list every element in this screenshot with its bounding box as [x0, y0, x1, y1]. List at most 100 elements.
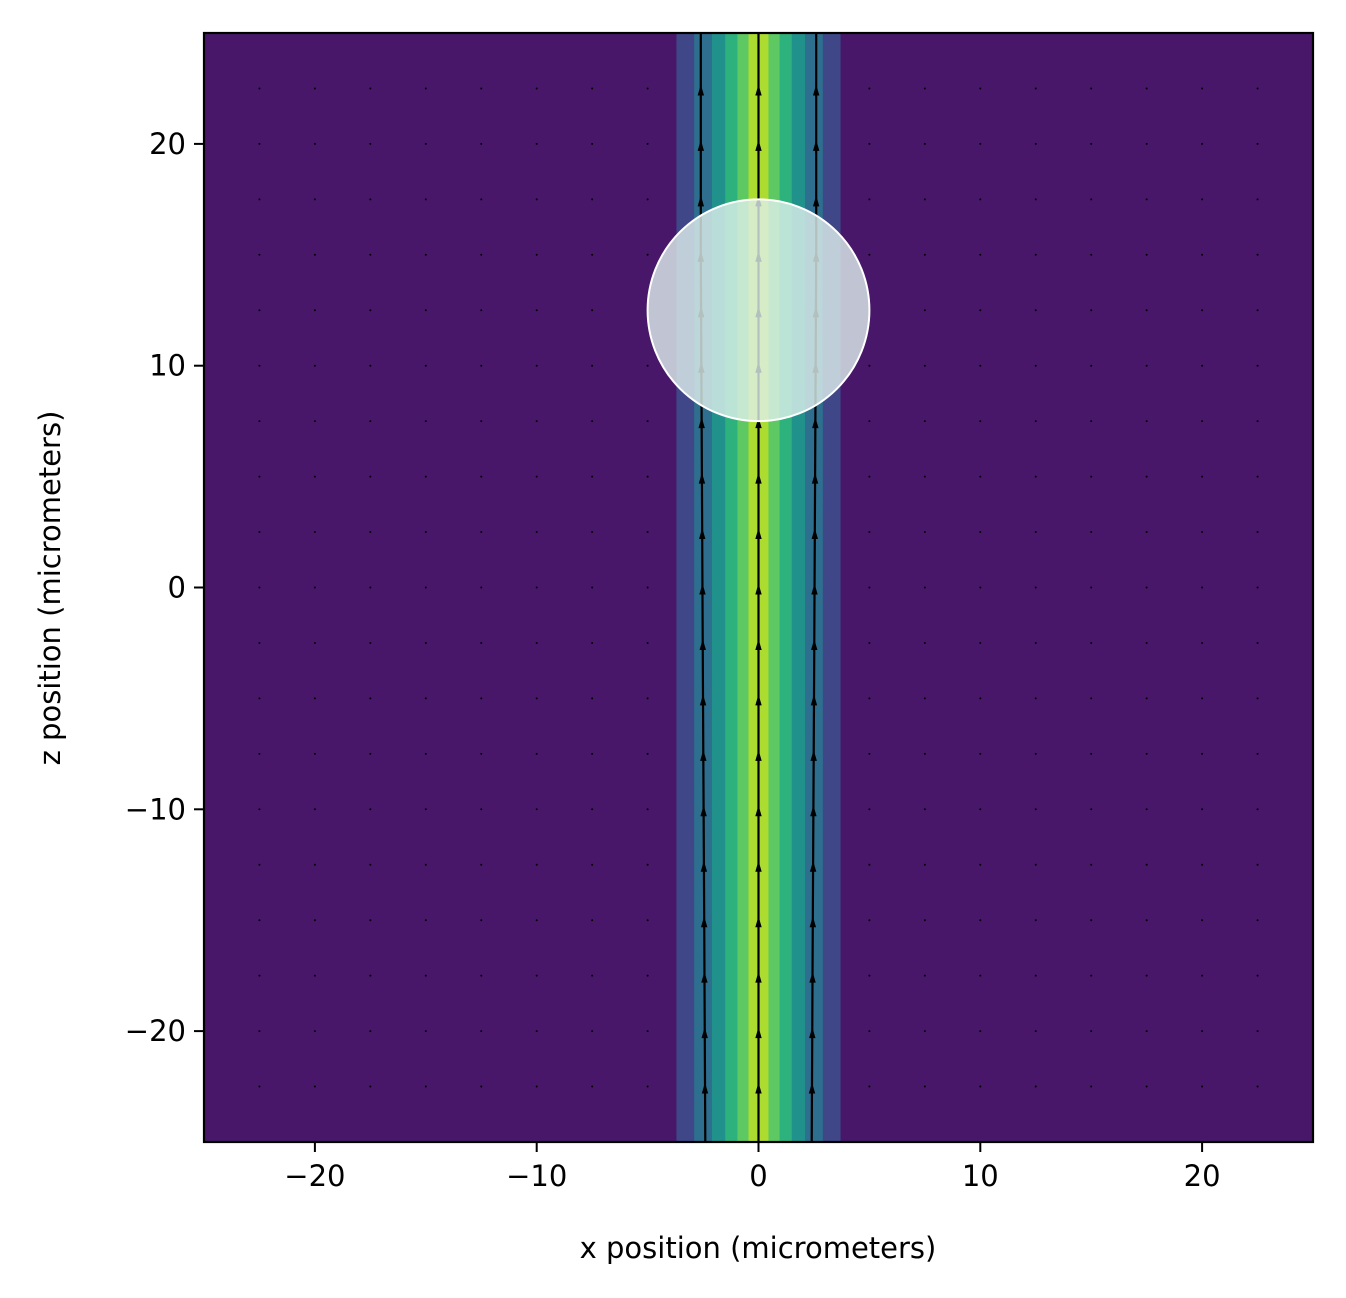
quiver-arrow	[1090, 420, 1093, 423]
quiver-arrow	[1201, 253, 1204, 256]
quiver-arrow	[1256, 253, 1259, 256]
quiver-arrow	[258, 87, 261, 90]
quiver-arrow	[313, 309, 316, 312]
quiver-arrow	[1034, 863, 1037, 866]
quiver-arrow	[1034, 420, 1037, 423]
quiver-arrow	[535, 641, 538, 644]
quiver-arrow	[1034, 586, 1037, 589]
quiver-arrow	[868, 974, 871, 977]
quiver-arrow	[979, 752, 982, 755]
quiver-arrow	[923, 752, 926, 755]
quiver-arrow	[1145, 863, 1148, 866]
quiver-arrow	[923, 309, 926, 312]
quiver-arrow	[1145, 1030, 1148, 1033]
x-tick-label: 10	[962, 1159, 999, 1193]
quiver-arrow	[313, 531, 316, 534]
y-tick-label: 10	[149, 349, 186, 383]
quiver-arrow	[923, 1085, 926, 1088]
quiver-arrow	[258, 198, 261, 201]
streamline-arrow	[701, 1082, 709, 1094]
streamline-arrow	[699, 528, 706, 540]
quiver-arrow	[1145, 1085, 1148, 1088]
quiver-arrow	[313, 198, 316, 201]
quiver-arrow	[369, 752, 372, 755]
quiver-arrow	[591, 752, 594, 755]
quiver-arrow	[868, 586, 871, 589]
streamline-arrow	[755, 805, 762, 817]
streamline-arrow	[699, 583, 706, 595]
quiver-arrow	[424, 531, 427, 534]
quiver-arrow	[923, 641, 926, 644]
quiver-arrow	[535, 253, 538, 256]
x-tick-label: 0	[749, 1159, 767, 1193]
quiver-arrow	[1201, 475, 1204, 478]
quiver-arrow	[535, 752, 538, 755]
quiver-arrow	[480, 309, 483, 312]
quiver-arrow	[868, 1030, 871, 1033]
quiver-arrow	[424, 974, 427, 977]
quiver-arrow	[313, 1085, 316, 1088]
streamline-arrow	[755, 583, 762, 595]
quiver-arrow	[313, 641, 316, 644]
quiver-arrow	[258, 641, 261, 644]
quiver-arrow	[313, 364, 316, 367]
quiver-arrow	[591, 309, 594, 312]
streamline-arrow	[700, 749, 707, 761]
quiver-arrow	[480, 919, 483, 922]
quiver-arrow	[591, 586, 594, 589]
quiver-arrow	[313, 142, 316, 145]
quiver-arrow	[1034, 198, 1037, 201]
y-tick-label: 20	[149, 127, 186, 161]
quiver-arrow	[646, 531, 649, 534]
quiver-arrow	[424, 697, 427, 700]
streamline-arrow	[810, 694, 818, 706]
quiver-arrow	[646, 253, 649, 256]
quiver-arrow	[1201, 1030, 1204, 1033]
quiver-arrow	[480, 697, 483, 700]
quiver-arrow	[480, 808, 483, 811]
quiver-arrow	[369, 974, 372, 977]
streamline-arrow	[809, 1027, 816, 1039]
quiver-arrow	[535, 142, 538, 145]
quiver-arrow	[258, 974, 261, 977]
quiver-arrow	[535, 919, 538, 922]
quiver-arrow	[923, 364, 926, 367]
quiver-arrow	[369, 253, 372, 256]
quiver-arrow	[369, 420, 372, 423]
quiver-arrow	[868, 808, 871, 811]
quiver-arrow	[480, 142, 483, 145]
quiver-arrow	[369, 198, 372, 201]
quiver-arrow	[923, 531, 926, 534]
quiver-arrow	[1201, 309, 1204, 312]
quiver-arrow	[1145, 87, 1148, 90]
quiver-arrow	[535, 1085, 538, 1088]
quiver-arrow	[313, 808, 316, 811]
quiver-arrow	[1034, 1030, 1037, 1033]
quiver-arrow	[258, 253, 261, 256]
quiver-arrow	[369, 586, 372, 589]
quiver-arrow	[1090, 863, 1093, 866]
quiver-arrow	[1145, 309, 1148, 312]
quiver-arrow	[646, 752, 649, 755]
quiver-arrow	[258, 309, 261, 312]
quiver-arrow	[424, 919, 427, 922]
quiver-arrow	[591, 87, 594, 90]
quiver-arrow	[868, 253, 871, 256]
quiver-arrow	[1034, 475, 1037, 478]
quiver-arrow	[1201, 142, 1204, 145]
streamline-arrow	[755, 860, 762, 872]
quiver-arrow	[646, 87, 649, 90]
quiver-arrow	[979, 253, 982, 256]
x-tick-label: −10	[506, 1159, 567, 1193]
streamline-arrow	[700, 860, 708, 872]
quiver-arrow	[258, 1030, 261, 1033]
quiver-arrow	[1256, 586, 1259, 589]
quiver-arrow	[979, 1085, 982, 1088]
quiver-arrow	[313, 697, 316, 700]
streamline-arrow	[701, 971, 708, 983]
quiver-arrow	[313, 253, 316, 256]
streamline-arrow	[699, 694, 707, 706]
streamline-arrow	[755, 1027, 762, 1039]
quiver-arrow	[313, 87, 316, 90]
streamline-arrow	[697, 139, 705, 151]
